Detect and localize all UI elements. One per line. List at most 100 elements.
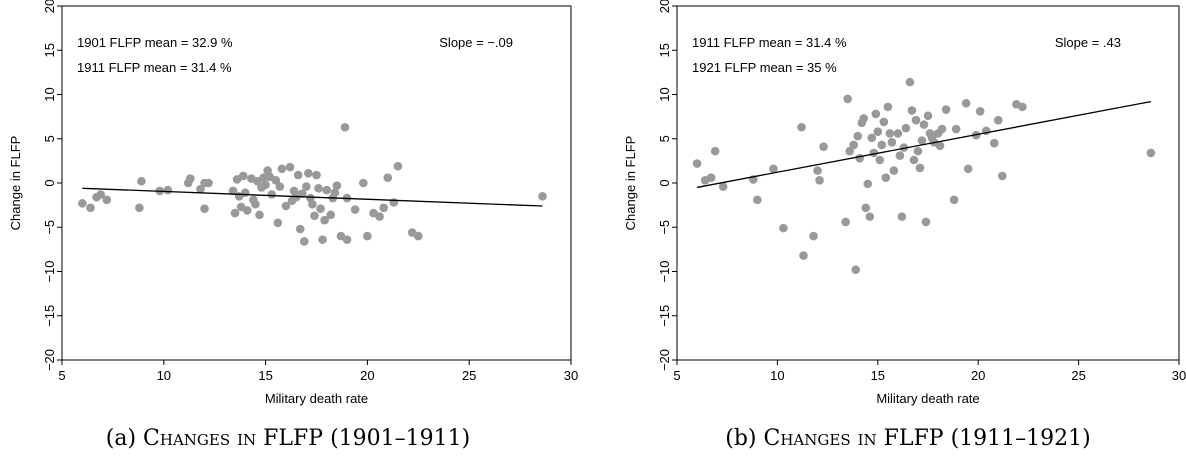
data-point xyxy=(873,127,883,136)
data-point xyxy=(993,115,1003,125)
x-tick-label: 30 xyxy=(1172,368,1186,383)
data-point xyxy=(196,184,205,194)
data-point xyxy=(853,131,863,141)
y-axis-title: Change in FLFP xyxy=(623,136,638,231)
data-point xyxy=(1018,102,1027,112)
data-point xyxy=(899,143,909,152)
data-point xyxy=(350,205,360,214)
data-point xyxy=(851,265,861,275)
data-point xyxy=(779,223,788,233)
data-point xyxy=(941,105,951,114)
data-point xyxy=(855,153,865,163)
data-point xyxy=(963,164,973,174)
x-tick-label: 25 xyxy=(1071,368,1085,383)
x-tick-label: 5 xyxy=(58,368,65,383)
data-point xyxy=(843,94,852,104)
data-point xyxy=(897,212,907,221)
data-point xyxy=(885,129,895,138)
panel-a-chart: −20 −15 −10 −5 0 5 10 15 20 5 10 15 20 25 30 Military d… xyxy=(8,0,578,406)
data-point xyxy=(163,185,173,195)
caption-b-rest: FLFP (1911–1921) xyxy=(883,426,1091,451)
data-point xyxy=(841,217,850,227)
fit-line xyxy=(82,187,543,207)
data-point xyxy=(909,155,919,165)
data-point xyxy=(200,204,209,213)
data-point xyxy=(228,186,238,196)
data-point xyxy=(363,231,372,241)
caption-b-prefix: (b) xyxy=(725,426,757,451)
x-tick-label: 10 xyxy=(157,368,171,383)
y-tick-label: 0 xyxy=(42,179,57,186)
x-tick-label: 20 xyxy=(360,368,374,383)
data-point xyxy=(204,178,213,188)
data-point xyxy=(706,173,716,182)
plot-frame xyxy=(676,5,1180,361)
data-point xyxy=(863,179,873,189)
data-point xyxy=(293,170,303,180)
data-point xyxy=(937,124,947,134)
data-point xyxy=(281,201,291,211)
data-point xyxy=(238,171,248,181)
data-point xyxy=(718,182,728,191)
data-point xyxy=(342,235,352,244)
data-point xyxy=(322,185,331,195)
data-point xyxy=(96,190,105,199)
y-tick-label: −20 xyxy=(42,349,57,371)
data-point xyxy=(809,231,818,241)
data-point xyxy=(251,199,260,209)
data-point xyxy=(310,211,319,221)
data-point xyxy=(340,122,350,132)
data-point xyxy=(710,146,720,156)
caption-a-prefix: (a) xyxy=(105,426,137,451)
y-tick-label: −5 xyxy=(42,220,57,235)
data-point xyxy=(865,212,875,221)
data-point xyxy=(295,224,305,234)
data-point xyxy=(915,163,925,173)
data-point xyxy=(997,171,1007,181)
caption-panel-b: (b) Changes in FLFP (1911–1921) xyxy=(628,426,1186,451)
data-point xyxy=(883,102,893,112)
x-axis-title: Military death rate xyxy=(876,391,979,406)
data-point xyxy=(359,178,368,188)
data-point xyxy=(230,208,240,218)
data-point xyxy=(389,198,399,207)
data-point xyxy=(299,237,309,246)
data-point xyxy=(135,203,144,213)
annotation-mean-2: 1911 FLFP mean = 31.4 % xyxy=(77,60,232,75)
data-point xyxy=(879,117,889,127)
y-tick-label: −10 xyxy=(42,260,57,282)
y-tick-label: −5 xyxy=(657,220,672,235)
data-point xyxy=(308,199,317,209)
data-point xyxy=(330,188,340,198)
data-point xyxy=(859,114,869,123)
data-point xyxy=(951,124,961,134)
data-point xyxy=(273,218,283,228)
data-point xyxy=(845,146,854,156)
data-point xyxy=(881,173,891,182)
data-point xyxy=(975,107,985,116)
data-point xyxy=(318,235,327,244)
y-tick-label: −15 xyxy=(42,305,57,327)
data-point xyxy=(312,170,321,180)
y-tick-label: −20 xyxy=(657,349,672,371)
data-point xyxy=(137,176,146,186)
x-tick-label: 10 xyxy=(770,368,784,383)
data-point xyxy=(913,146,923,156)
data-point xyxy=(819,142,828,152)
data-point xyxy=(383,173,393,182)
data-point xyxy=(255,210,264,220)
y-tick-label: 10 xyxy=(657,87,672,101)
x-axis-title: Military death rate xyxy=(265,391,368,406)
data-point xyxy=(332,181,342,190)
data-point xyxy=(185,174,195,183)
data-point xyxy=(320,215,329,225)
data-point xyxy=(102,195,112,205)
caption-a-smallcaps: Changes in xyxy=(143,426,257,451)
data-point xyxy=(799,251,808,260)
x-tick-label: 15 xyxy=(258,368,272,383)
x-tick-label: 20 xyxy=(971,368,985,383)
data-point xyxy=(316,204,325,213)
y-tick-label: 10 xyxy=(42,87,57,101)
data-point xyxy=(917,136,927,145)
data-point xyxy=(326,210,336,220)
